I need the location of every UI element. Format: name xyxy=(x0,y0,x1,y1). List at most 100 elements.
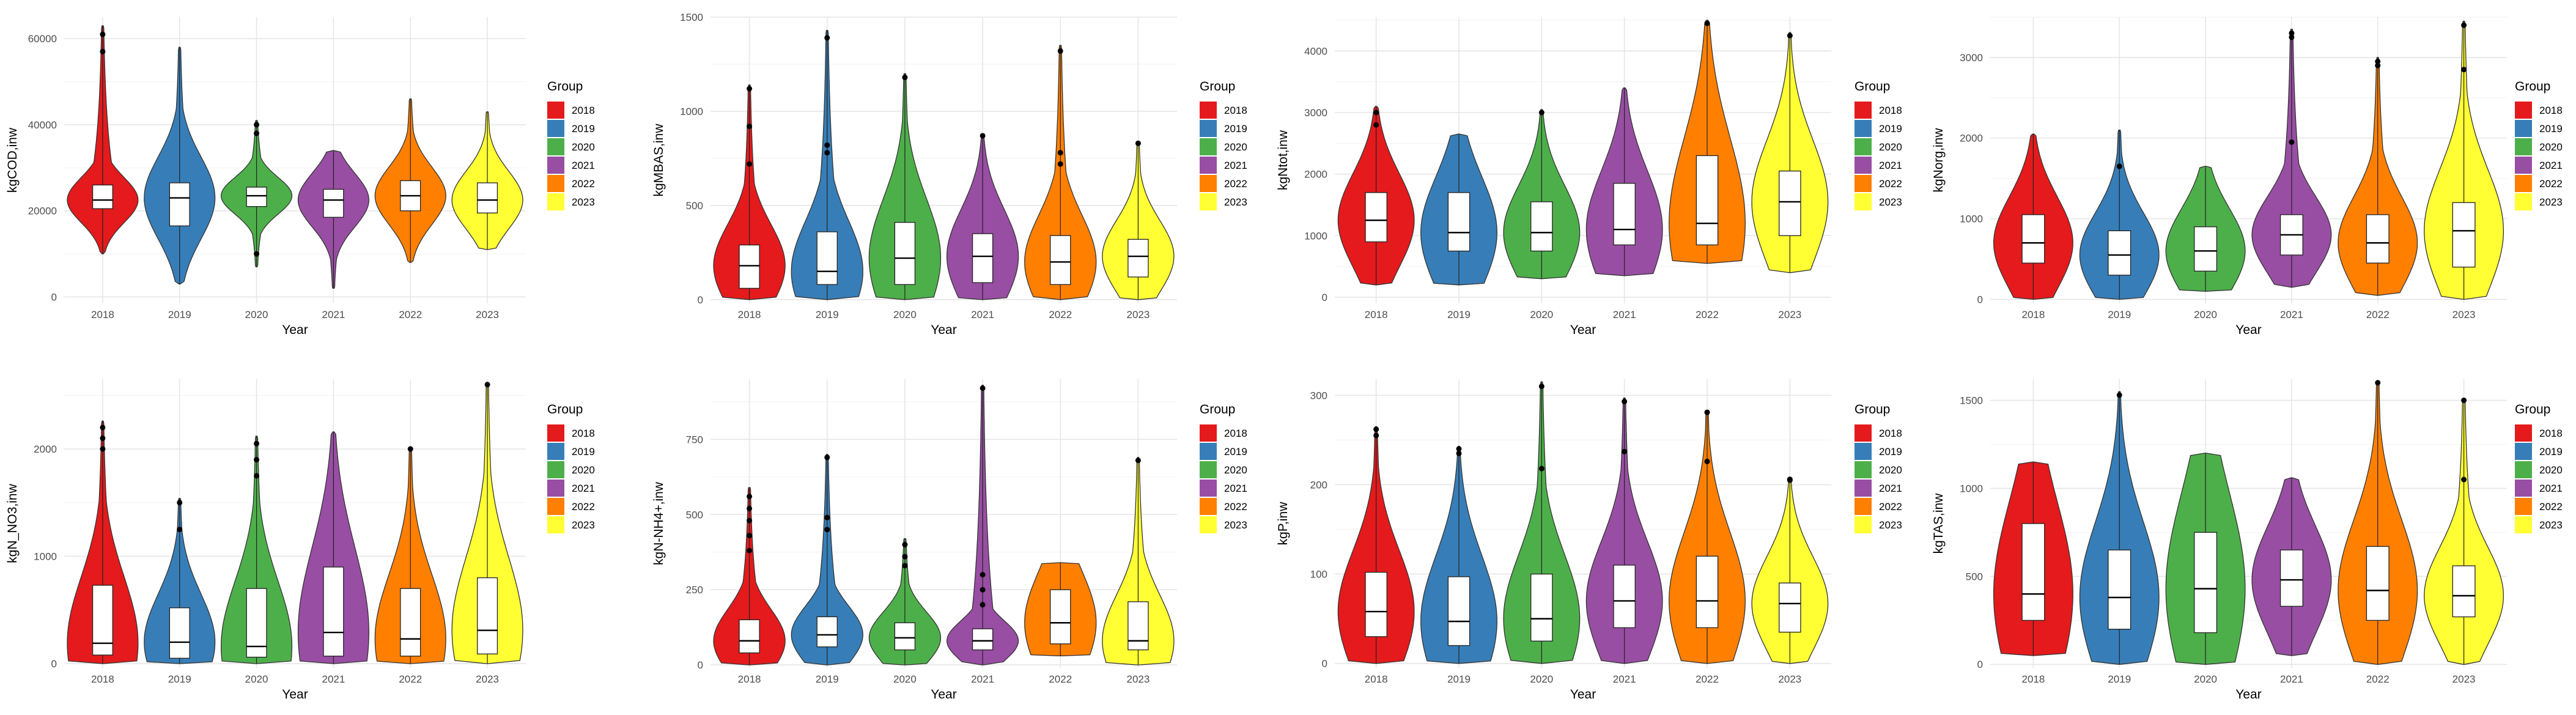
legend-swatch-2021 xyxy=(2515,480,2532,497)
x-tick-label: 2020 xyxy=(1530,673,1553,685)
x-tick-label: 2021 xyxy=(2280,309,2303,320)
y-tick-label: 0 xyxy=(1322,658,1327,670)
box-2023 xyxy=(1127,239,1149,278)
x-tick-label: 2018 xyxy=(91,673,114,685)
violin-panel-2: 0 500 1000 1500 2018 2019 2020 2021 2022 2023 Year… xyxy=(652,12,1247,337)
legend-swatch-2018 xyxy=(547,424,564,442)
outlier-point-2022 xyxy=(2375,380,2381,386)
y-tick-label: 500 xyxy=(1966,571,1983,582)
legend-label-2018: 2018 xyxy=(2539,105,2563,116)
outlier-point-2019 xyxy=(824,150,830,156)
violin-panel-3: 0 1000 2000 3000 4000 2018 2019 2020 2021 2022 202… xyxy=(1276,17,1902,337)
legend-label-2020: 2020 xyxy=(572,464,595,476)
outlier-point-2022 xyxy=(407,446,413,452)
legend-swatch-2023 xyxy=(1854,193,1872,210)
outlier-point-2022 xyxy=(1704,458,1710,464)
x-tick-label: 2018 xyxy=(2022,673,2045,685)
x-tick-label: 2023 xyxy=(1778,673,1801,685)
y-tick-label: 1000 xyxy=(1960,483,1983,494)
legend-swatch-2018 xyxy=(1854,102,1872,119)
legend-label-2021: 2021 xyxy=(2539,483,2563,494)
outlier-point-2020 xyxy=(902,563,908,569)
y-tick-label: 3000 xyxy=(1960,52,1983,64)
x-tick-label: 2021 xyxy=(971,673,994,685)
legend-swatch-2022 xyxy=(1854,498,1872,515)
outlier-point-2019 xyxy=(177,527,183,533)
legend-swatch-2019 xyxy=(1854,443,1872,460)
box-2021 xyxy=(323,566,344,657)
legend-title: Group xyxy=(1854,402,1890,417)
legend-label-2019: 2019 xyxy=(1224,446,1247,458)
legend-label-2023: 2023 xyxy=(1224,519,1247,531)
x-tick-label: 2019 xyxy=(2108,309,2131,320)
outlier-point-2022 xyxy=(2375,62,2381,69)
legend-swatch-2023 xyxy=(2515,516,2532,533)
legend-swatch-2019 xyxy=(2515,443,2532,460)
legend: Group 2018 2019 2020 2021 2022 2023 xyxy=(547,402,595,533)
outlier-point-2022 xyxy=(1704,20,1710,26)
y-tick-label: 2000 xyxy=(1304,169,1327,180)
legend-label-2021: 2021 xyxy=(572,483,595,494)
legend: Group 2018 2019 2020 2021 2022 2023 xyxy=(2515,80,2563,210)
box-2020 xyxy=(2194,226,2218,272)
x-axis-title: Year xyxy=(282,323,308,337)
box-2021 xyxy=(972,233,994,283)
legend-label-2019: 2019 xyxy=(2539,123,2563,135)
y-axis-title: kgTAS,inw xyxy=(1932,493,1946,554)
x-tick-label: 2023 xyxy=(1778,309,1801,320)
x-tick-label: 2020 xyxy=(2194,309,2217,320)
box-2022 xyxy=(1696,555,1719,628)
x-tick-label: 2018 xyxy=(738,309,761,320)
violin-panel-7: 0 100 200 300 2018 2019 2020 2021 2022 2023 Year kg… xyxy=(1276,379,1902,702)
legend-label-2020: 2020 xyxy=(2539,464,2563,476)
x-tick-label: 2023 xyxy=(2452,673,2476,685)
x-axis-title: Year xyxy=(1570,687,1596,702)
outlier-point-2018 xyxy=(747,517,753,524)
x-axis-title: Year xyxy=(1570,323,1596,337)
outlier-point-2018 xyxy=(1373,432,1379,439)
legend-swatch-2023 xyxy=(2515,193,2532,210)
outlier-point-2018 xyxy=(100,435,106,442)
violin-panel-4: 0 1000 2000 3000 2018 2019 2020 2021 2022 2023 Yea… xyxy=(1932,17,2563,337)
legend-swatch-2022 xyxy=(2515,175,2532,192)
box-2018 xyxy=(1365,571,1387,637)
outlier-point-2021 xyxy=(2289,30,2295,36)
y-tick-label: 1500 xyxy=(1960,395,1983,407)
outlier-point-2018 xyxy=(100,446,106,452)
outlier-point-2020 xyxy=(254,457,260,463)
outlier-point-2018 xyxy=(747,533,753,539)
legend-title: Group xyxy=(547,402,583,417)
box-2020 xyxy=(2194,532,2218,634)
legend-swatch-2022 xyxy=(1854,175,1872,192)
y-tick-label: 2000 xyxy=(1960,133,1983,144)
y-tick-label: 1000 xyxy=(1960,213,1983,225)
legend-swatch-2022 xyxy=(2515,498,2532,515)
outlier-point-2018 xyxy=(100,424,106,431)
box-2018 xyxy=(739,619,760,654)
outlier-point-2019 xyxy=(824,527,830,533)
plot-background xyxy=(64,17,526,303)
box-2022 xyxy=(1050,589,1071,645)
x-tick-label: 2019 xyxy=(168,309,191,320)
outlier-point-2018 xyxy=(1373,426,1379,432)
legend-swatch-2020 xyxy=(1854,461,1872,478)
box-2023 xyxy=(2452,202,2476,268)
legend-swatch-2018 xyxy=(2515,102,2532,119)
legend-label-2018: 2018 xyxy=(1224,105,1247,116)
legend-label-2018: 2018 xyxy=(2539,428,2563,439)
outlier-point-2020 xyxy=(1538,383,1544,390)
legend-label-2019: 2019 xyxy=(2539,446,2563,458)
legend-label-2021: 2021 xyxy=(1879,483,1902,494)
legend-swatch-2023 xyxy=(1854,516,1872,533)
legend-label-2021: 2021 xyxy=(1224,160,1247,171)
y-tick-label: 250 xyxy=(686,584,703,596)
outlier-point-2019 xyxy=(824,514,830,521)
box-2021 xyxy=(1613,183,1636,246)
outlier-point-2020 xyxy=(902,554,908,560)
outlier-point-2021 xyxy=(2289,34,2295,40)
y-tick-label: 60000 xyxy=(28,33,57,45)
legend-label-2021: 2021 xyxy=(572,160,595,171)
x-tick-label: 2021 xyxy=(1613,673,1636,685)
y-tick-label: 1500 xyxy=(680,12,703,23)
